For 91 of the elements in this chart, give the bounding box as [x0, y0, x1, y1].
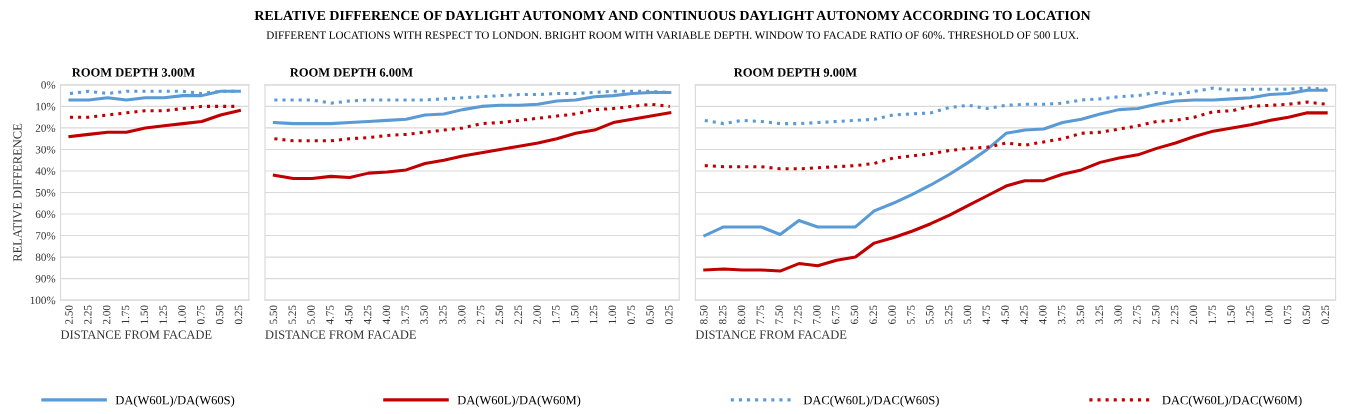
x-tick-label: 8.25	[718, 305, 727, 325]
x-tick-label: 7.25	[794, 305, 802, 324]
y-tick-label: 60%	[35, 210, 56, 219]
x-tick-label: 4.25	[1020, 305, 1028, 325]
x-tick-label: 2.50	[1151, 305, 1160, 324]
chart-title: ROOM DEPTH 3.00M	[72, 68, 195, 77]
chart-title: ROOM DEPTH 9.00M	[733, 68, 857, 77]
x-tick-label: 0.25	[665, 305, 673, 325]
x-tick-label: 0.50	[215, 305, 224, 325]
x-tick-label: 3.50	[1076, 305, 1085, 324]
x-axis-title: DISTANCE FROM FACADE	[265, 330, 416, 339]
x-tick-label: 3.00	[457, 305, 466, 324]
x-tick-label: 8.50	[700, 305, 708, 325]
chart-title: ROOM DEPTH 6.00M	[290, 68, 413, 77]
y-tick-label: 0%	[41, 81, 56, 89]
y-tick-label: 80%	[35, 253, 56, 262]
x-tick-label: 0.50	[646, 305, 654, 325]
x-tick-label: 4.75	[326, 305, 334, 325]
y-tick-label: 10%	[36, 102, 56, 111]
x-tick-label: 5.25	[944, 305, 953, 324]
x-tick-label: 1.25	[1246, 305, 1254, 324]
x-tick-label: 0.25	[234, 305, 243, 325]
y-tick-label: 70%	[36, 232, 56, 240]
x-tick-label: 7.75	[756, 305, 765, 324]
x-tick-label: 6.00	[888, 305, 896, 324]
y-tick-label: 50%	[35, 188, 56, 197]
x-tick-label: 4.75	[982, 305, 991, 325]
x-tick-label: 2.75	[476, 305, 485, 324]
legend-label: DA(W60L)/DA(W60M)	[457, 395, 581, 407]
x-tick-label: 1.25	[159, 305, 167, 324]
text: RELATIVE DIFFERENCE OF DAYLIGHT AUTONOMY AND CONTINUOUS DAYLIGHT AUTONOMY ACCORDING TO LOCATION	[254, 10, 1091, 21]
x-tick-label: 2.25	[1170, 305, 1179, 324]
y-axis-title: RELATIVE DIFFERENCE	[13, 123, 22, 262]
x-tick-label: 5.50	[269, 305, 278, 324]
x-tick-label: 3.25	[1095, 305, 1104, 324]
text: DIFFERENT LOCATIONS WITH RESPECT TO LONDON. BRIGHT ROOM WITH VARIABLE DEPTH. WINDOW TO FACADE RATIO OF 60%. THRESHOLD OF 500 LUX.	[266, 31, 1078, 39]
legend-label: DA(W60L)/DA(W60S)	[115, 395, 235, 407]
x-tick-label: 6.25	[869, 305, 878, 324]
line-series	[68, 109, 241, 139]
x-tick-label: 2.50	[495, 305, 504, 324]
x-tick-label: 5.50	[926, 305, 934, 324]
x-tick-label: 1.50	[1227, 305, 1235, 324]
x-tick-label: 7.50	[775, 305, 783, 324]
x-tick-label: 4.50	[344, 305, 353, 325]
x-tick-label: 2.25	[514, 305, 522, 324]
x-axis-title: DISTANCE FROM FACADE	[60, 330, 212, 339]
x-tick-label: 1.50	[570, 305, 579, 324]
x-tick-label: 5.75	[907, 305, 915, 324]
x-tick-label: 0.75	[197, 305, 205, 325]
x-tick-label: 4.25	[363, 305, 372, 325]
x-tick-label: 2.25	[84, 305, 92, 324]
x-tick-label: 1.25	[589, 305, 598, 324]
y-tick-label: 40%	[35, 167, 56, 175]
x-tick-label: 1.75	[1208, 305, 1217, 324]
x-tick-label: 1.00	[178, 305, 186, 324]
legend-label: DAC(W60L)/DAC(W60S)	[803, 395, 939, 407]
x-tick-label: 7.00	[813, 305, 821, 324]
x-tick-label: 2.50	[65, 305, 73, 324]
x-tick-label: 0.75	[1283, 305, 1292, 325]
legend-label: DAC(W60L)/DAC(W60M)	[1162, 395, 1302, 407]
x-tick-label: 2.75	[1133, 305, 1141, 324]
x-tick-label: 1.75	[552, 305, 560, 324]
x-tick-label: 3.75	[1057, 305, 1066, 324]
x-tick-label: 5.00	[963, 305, 972, 324]
x-tick-label: 6.75	[831, 305, 840, 324]
x-tick-label: 4.00	[1039, 305, 1047, 325]
x-tick-label: 3.00	[1114, 305, 1122, 324]
y-tick-label: 20%	[35, 124, 56, 132]
x-tick-label: 8.00	[737, 305, 746, 325]
x-tick-label: 2.00	[1189, 305, 1198, 324]
x-tick-label: 3.50	[420, 305, 428, 324]
y-tick-label: 100%	[30, 296, 56, 305]
y-tick-label: 90%	[35, 275, 56, 283]
x-tick-label: 6.50	[850, 305, 859, 324]
x-tick-label: 5.00	[307, 305, 315, 324]
x-tick-label: 1.75	[121, 305, 130, 324]
x-tick-label: 2.00	[533, 305, 541, 324]
x-tick-label: 0.50	[1302, 305, 1311, 325]
x-tick-label: 3.75	[401, 305, 410, 324]
x-tick-label: 5.25	[288, 305, 297, 324]
x-tick-label: 1.00	[608, 305, 617, 324]
x-tick-label: 4.00	[382, 305, 391, 325]
x-tick-label: 0.75	[627, 305, 635, 325]
x-tick-label: 0.25	[1321, 305, 1329, 325]
y-tick-label: 30%	[35, 145, 56, 154]
x-tick-label: 4.50	[1001, 305, 1009, 325]
x-tick-label: 2.00	[102, 305, 111, 324]
x-axis-title: DISTANCE FROM FACADE	[695, 330, 847, 339]
x-tick-label: 1.00	[1264, 305, 1273, 324]
x-tick-label: 3.25	[439, 305, 447, 324]
x-tick-label: 1.50	[140, 305, 149, 324]
